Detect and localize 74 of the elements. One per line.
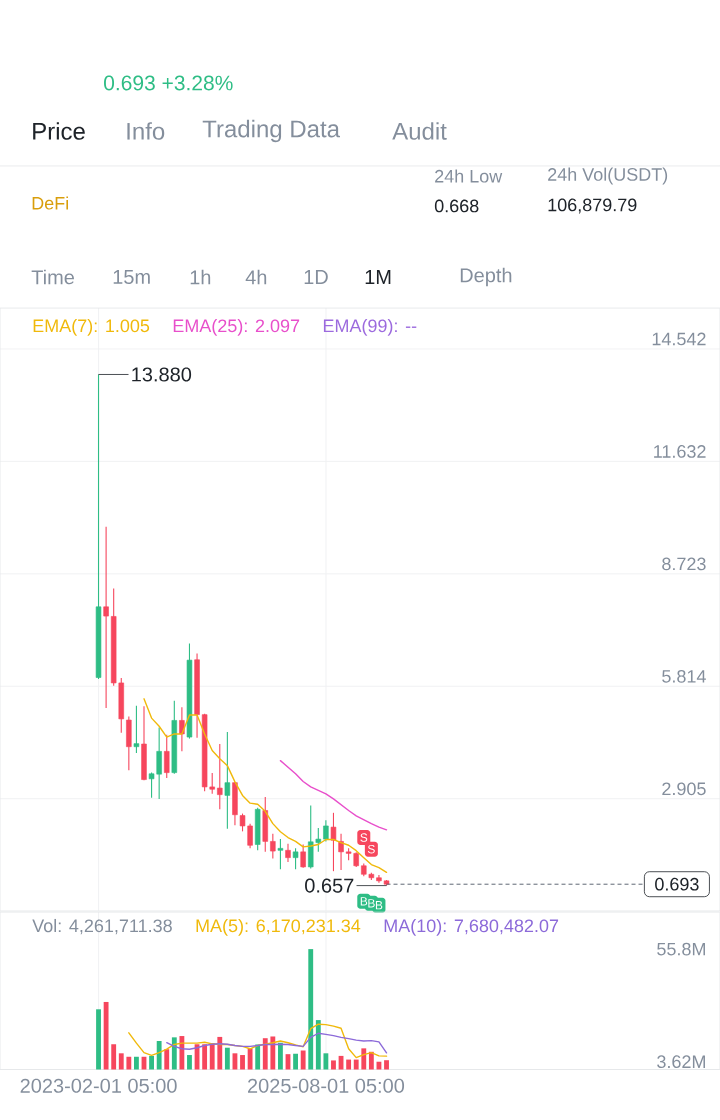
bar [361,1048,367,1070]
annotation: B [375,901,383,910]
text: Trading Data [202,119,341,143]
bar [368,1051,374,1070]
bar [277,1042,283,1070]
ref-line-label: 0.693 [655,877,699,891]
bar [96,1009,101,1070]
text: 15m [113,270,150,284]
text: Depth [460,267,512,287]
bar [133,1056,139,1070]
bar [270,1036,276,1070]
annotation: S [360,833,368,842]
x-tick-label: 2025-08-01 05:00 [247,1078,405,1093]
bar [118,1053,124,1070]
bar [384,1060,389,1070]
y-tick-label: 11.632 [654,445,706,458]
x-tick-label: 2023-02-01 05:00 [20,1078,177,1093]
line-series [166,1032,388,1054]
bar [209,1043,215,1070]
annotation: 13.880 [132,367,192,382]
text: 0.668 [434,199,479,213]
text: 1D [304,270,328,284]
bar [179,1036,185,1070]
text: 1h [190,269,211,285]
text: 24h Vol(USDT) [548,167,668,185]
bar [247,1048,253,1070]
annotation: Vol: 4,261,711.38 [32,918,172,935]
bar [293,1053,298,1070]
bar [149,1055,154,1070]
bar [346,1059,352,1070]
annotation: B [368,899,375,908]
bar [111,1044,117,1070]
text: MA(5): 6,170,231.34 [196,918,361,936]
bar [262,1038,268,1070]
text: MA(10): 7,680,482.07 [384,918,559,936]
text: EMA(25): 2.097 [173,318,300,336]
annotation: S [367,844,375,854]
text: DeFi [32,196,68,210]
text: Audit [392,122,447,140]
bar [255,1044,261,1070]
text: Price [33,122,85,140]
y-tick-label: 14.542 [652,332,706,346]
text: Time [31,269,74,285]
text: 4h [245,269,267,285]
text: 24h Low [435,169,503,183]
bar [353,1059,359,1070]
legend-label: EMA(99): -- [323,318,417,336]
bar [202,1044,208,1070]
y-tick-label: 5.814 [662,669,706,683]
y-tick-label: 8.723 [662,557,706,571]
annotation: B [360,897,368,906]
bar [331,1060,336,1070]
text: EMA(7): 1.005 [33,318,150,336]
y-tick-label: 3.62M [657,1055,705,1069]
bar [126,1056,132,1070]
bar [171,1037,177,1070]
y-tick-label: 55.8M [657,942,705,956]
bar [164,1049,170,1070]
bar [156,1041,162,1070]
bar [187,1055,192,1070]
bar [240,1055,245,1070]
bar [224,1047,230,1070]
annotation: 0.657 [305,878,354,893]
bar [323,1053,329,1070]
y-tick-label: 2.905 [662,782,706,796]
text: 1M [365,270,391,284]
bar [103,1001,109,1070]
text: Info [127,122,165,140]
text: 106,879.79 [548,198,637,214]
bar [300,1050,306,1070]
bar [217,1036,223,1070]
bar [315,1020,321,1070]
bar [308,949,314,1070]
chart-subtitle: 0.693 +3.28% [104,75,233,91]
